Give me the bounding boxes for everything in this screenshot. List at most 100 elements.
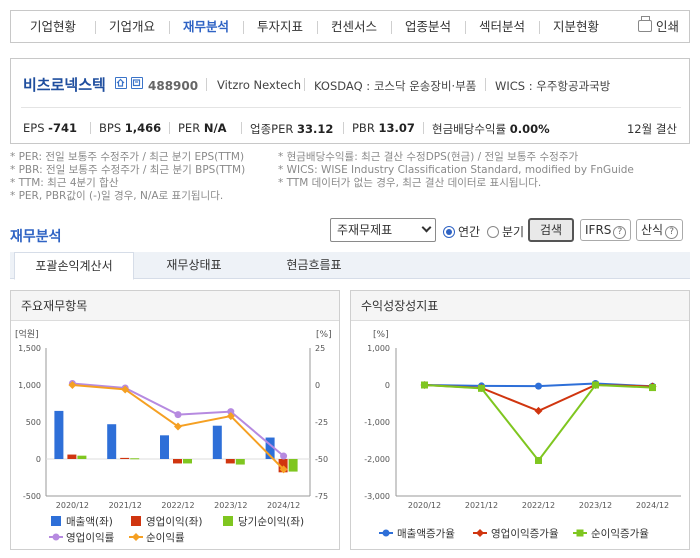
y-tick-label: 500 xyxy=(26,418,41,427)
note-negative: * PER, PBR값이 (-)일 경우, N/A로 표기됩니다. xyxy=(10,190,224,202)
legend-label: 매출액증가율 xyxy=(397,528,455,540)
legend-marker xyxy=(52,533,60,541)
radio-unselected-icon xyxy=(487,226,499,238)
settlement-month: 12월 결산 xyxy=(626,122,677,136)
divider xyxy=(304,78,305,91)
divider xyxy=(169,122,170,134)
metric-label: EPS xyxy=(23,121,45,135)
nav-item-industry-analysis[interactable]: 업종분석 xyxy=(404,19,451,34)
nav-divider xyxy=(539,21,540,34)
legend-label: 당기순이익(좌) xyxy=(238,516,304,528)
metric-label: 현금배당수익률 xyxy=(432,122,507,136)
key-financials-chart: [억원] [%] -500 0 500 1,000 1,500 -75 -50 -25 0 25 202… xyxy=(15,328,332,544)
nav-item-company-overview[interactable]: 기업개요 xyxy=(108,19,155,34)
metric-value: N/A xyxy=(203,121,227,135)
y-axis-right-label: [%] xyxy=(316,330,332,340)
metric-value: 13.07 xyxy=(378,121,415,135)
ifrs-label: IFRS xyxy=(585,223,612,237)
metric-value: 1,466 xyxy=(124,121,162,135)
point-operating-margin xyxy=(280,452,288,460)
metric-bps: BPS 1,466 xyxy=(99,121,161,135)
y-tick-label: -75 xyxy=(315,492,328,501)
bar-net-income xyxy=(235,459,245,465)
legend-label: 매출액(좌) xyxy=(66,516,113,528)
note-dividend: * 현금배당수익률: 최근 결산 수정DPS(현금) / 전일 보통주 수정주가 xyxy=(278,151,579,163)
bar-sales xyxy=(265,437,275,459)
x-tick-label: 2023/12 xyxy=(214,501,247,510)
metric-value: 0.00% xyxy=(509,122,550,136)
print-label: 인쇄 xyxy=(655,19,679,34)
legend-label: 영업이익증가율 xyxy=(491,527,559,540)
statement-type-select[interactable]: 주재무제표 xyxy=(330,218,436,242)
point-operating-margin xyxy=(227,408,235,416)
x-tick-label: 2024/12 xyxy=(267,501,300,510)
nav-item-financial-analysis[interactable]: 재무분석 xyxy=(182,19,229,34)
nav-divider xyxy=(169,21,170,34)
home-icon[interactable] xyxy=(115,77,127,89)
radio-quarter[interactable]: 분기 xyxy=(487,223,524,240)
point-net-margin xyxy=(174,422,182,431)
y-tick-label: -500 xyxy=(23,492,41,501)
x-tick-label: 2024/12 xyxy=(636,501,669,510)
tab-balance-sheet[interactable]: 재무상태표 xyxy=(166,258,222,272)
bar-operating-income xyxy=(120,457,130,459)
bar-net-income xyxy=(183,459,192,464)
search-button[interactable]: 검색 xyxy=(528,218,574,242)
note-ttm-missing: * TTM 데이터가 없는 경우, 최근 결산 데이터로 표시됩니다. xyxy=(278,177,542,189)
bar-net-income xyxy=(288,459,298,472)
bar-operating-income xyxy=(225,459,235,464)
nav-item-investment-indicators[interactable]: 투자지표 xyxy=(256,19,303,34)
legend-marker xyxy=(476,529,484,537)
nav-divider xyxy=(465,21,466,34)
point-net-income-growth xyxy=(421,381,428,389)
point-operating-margin xyxy=(174,411,182,419)
y-tick-label: -50 xyxy=(315,455,328,464)
divider xyxy=(485,78,486,91)
divider xyxy=(343,122,344,134)
line-operating-margin xyxy=(72,382,285,457)
key-financials-panel: 주요재무항목 [억원] [%] -500 0 500 1,000 1,500 -75 -50 -2… xyxy=(10,290,340,550)
y-tick-label: -2,000 xyxy=(364,455,390,464)
nav-divider xyxy=(317,21,318,34)
printer-icon xyxy=(637,16,652,32)
ifrs-button[interactable]: IFRS? xyxy=(580,219,632,241)
company-homepage-icon[interactable] xyxy=(131,77,143,89)
bar-net-income xyxy=(77,455,87,459)
legend-swatch xyxy=(223,516,233,526)
metric-industry-per: 업종PER 33.12 xyxy=(250,121,333,137)
nav-item-sector-analysis[interactable]: 섹터분석 xyxy=(478,19,525,34)
formula-button[interactable]: 산식? xyxy=(636,219,684,241)
company-name: 비츠로넥스텍 xyxy=(23,76,106,94)
legend-swatch xyxy=(131,516,141,526)
y-tick-label: 1,000 xyxy=(18,381,41,390)
radio-selected-icon xyxy=(443,226,455,238)
tab-cash-flow[interactable]: 현금흐름표 xyxy=(286,258,342,272)
nav-item-consensus[interactable]: 컨센서스 xyxy=(330,19,377,34)
bar-sales xyxy=(107,424,117,459)
legend-label: 영업이익률 xyxy=(66,531,115,544)
nav-item-shareholding[interactable]: 지분현황 xyxy=(552,19,599,34)
print-button[interactable]: 인쇄 xyxy=(637,11,679,42)
metric-per: PER N/A xyxy=(178,121,227,135)
formula-label: 산식 xyxy=(641,223,664,237)
point-net-margin xyxy=(226,412,235,421)
x-tick-label: 2020/12 xyxy=(408,501,441,510)
nav-item-company-status[interactable]: 기업현황 xyxy=(29,19,76,34)
metric-label: BPS xyxy=(99,121,122,135)
x-tick-label: 2022/12 xyxy=(161,501,194,510)
tab-income-statement[interactable]: 포괄손익계산서 xyxy=(14,252,134,280)
legend-label: 순이익증가율 xyxy=(591,528,649,540)
bar-net-income xyxy=(130,458,140,460)
note-ttm: * TTM: 최근 4분기 합산 xyxy=(10,177,119,189)
point-net-income-growth xyxy=(649,384,656,392)
y-tick-label: 0 xyxy=(385,381,390,390)
chevron-down-icon xyxy=(421,222,432,233)
radio-label: 분기 xyxy=(502,225,525,239)
legend-label: 영업이익(좌) xyxy=(146,515,203,528)
stock-code: 488900 xyxy=(148,79,199,93)
bar-sales xyxy=(212,425,222,459)
radio-annual[interactable]: 연간 xyxy=(443,223,480,240)
bar-sales xyxy=(160,435,169,459)
x-tick-label: 2022/12 xyxy=(522,501,555,510)
bar-sales xyxy=(54,410,64,459)
